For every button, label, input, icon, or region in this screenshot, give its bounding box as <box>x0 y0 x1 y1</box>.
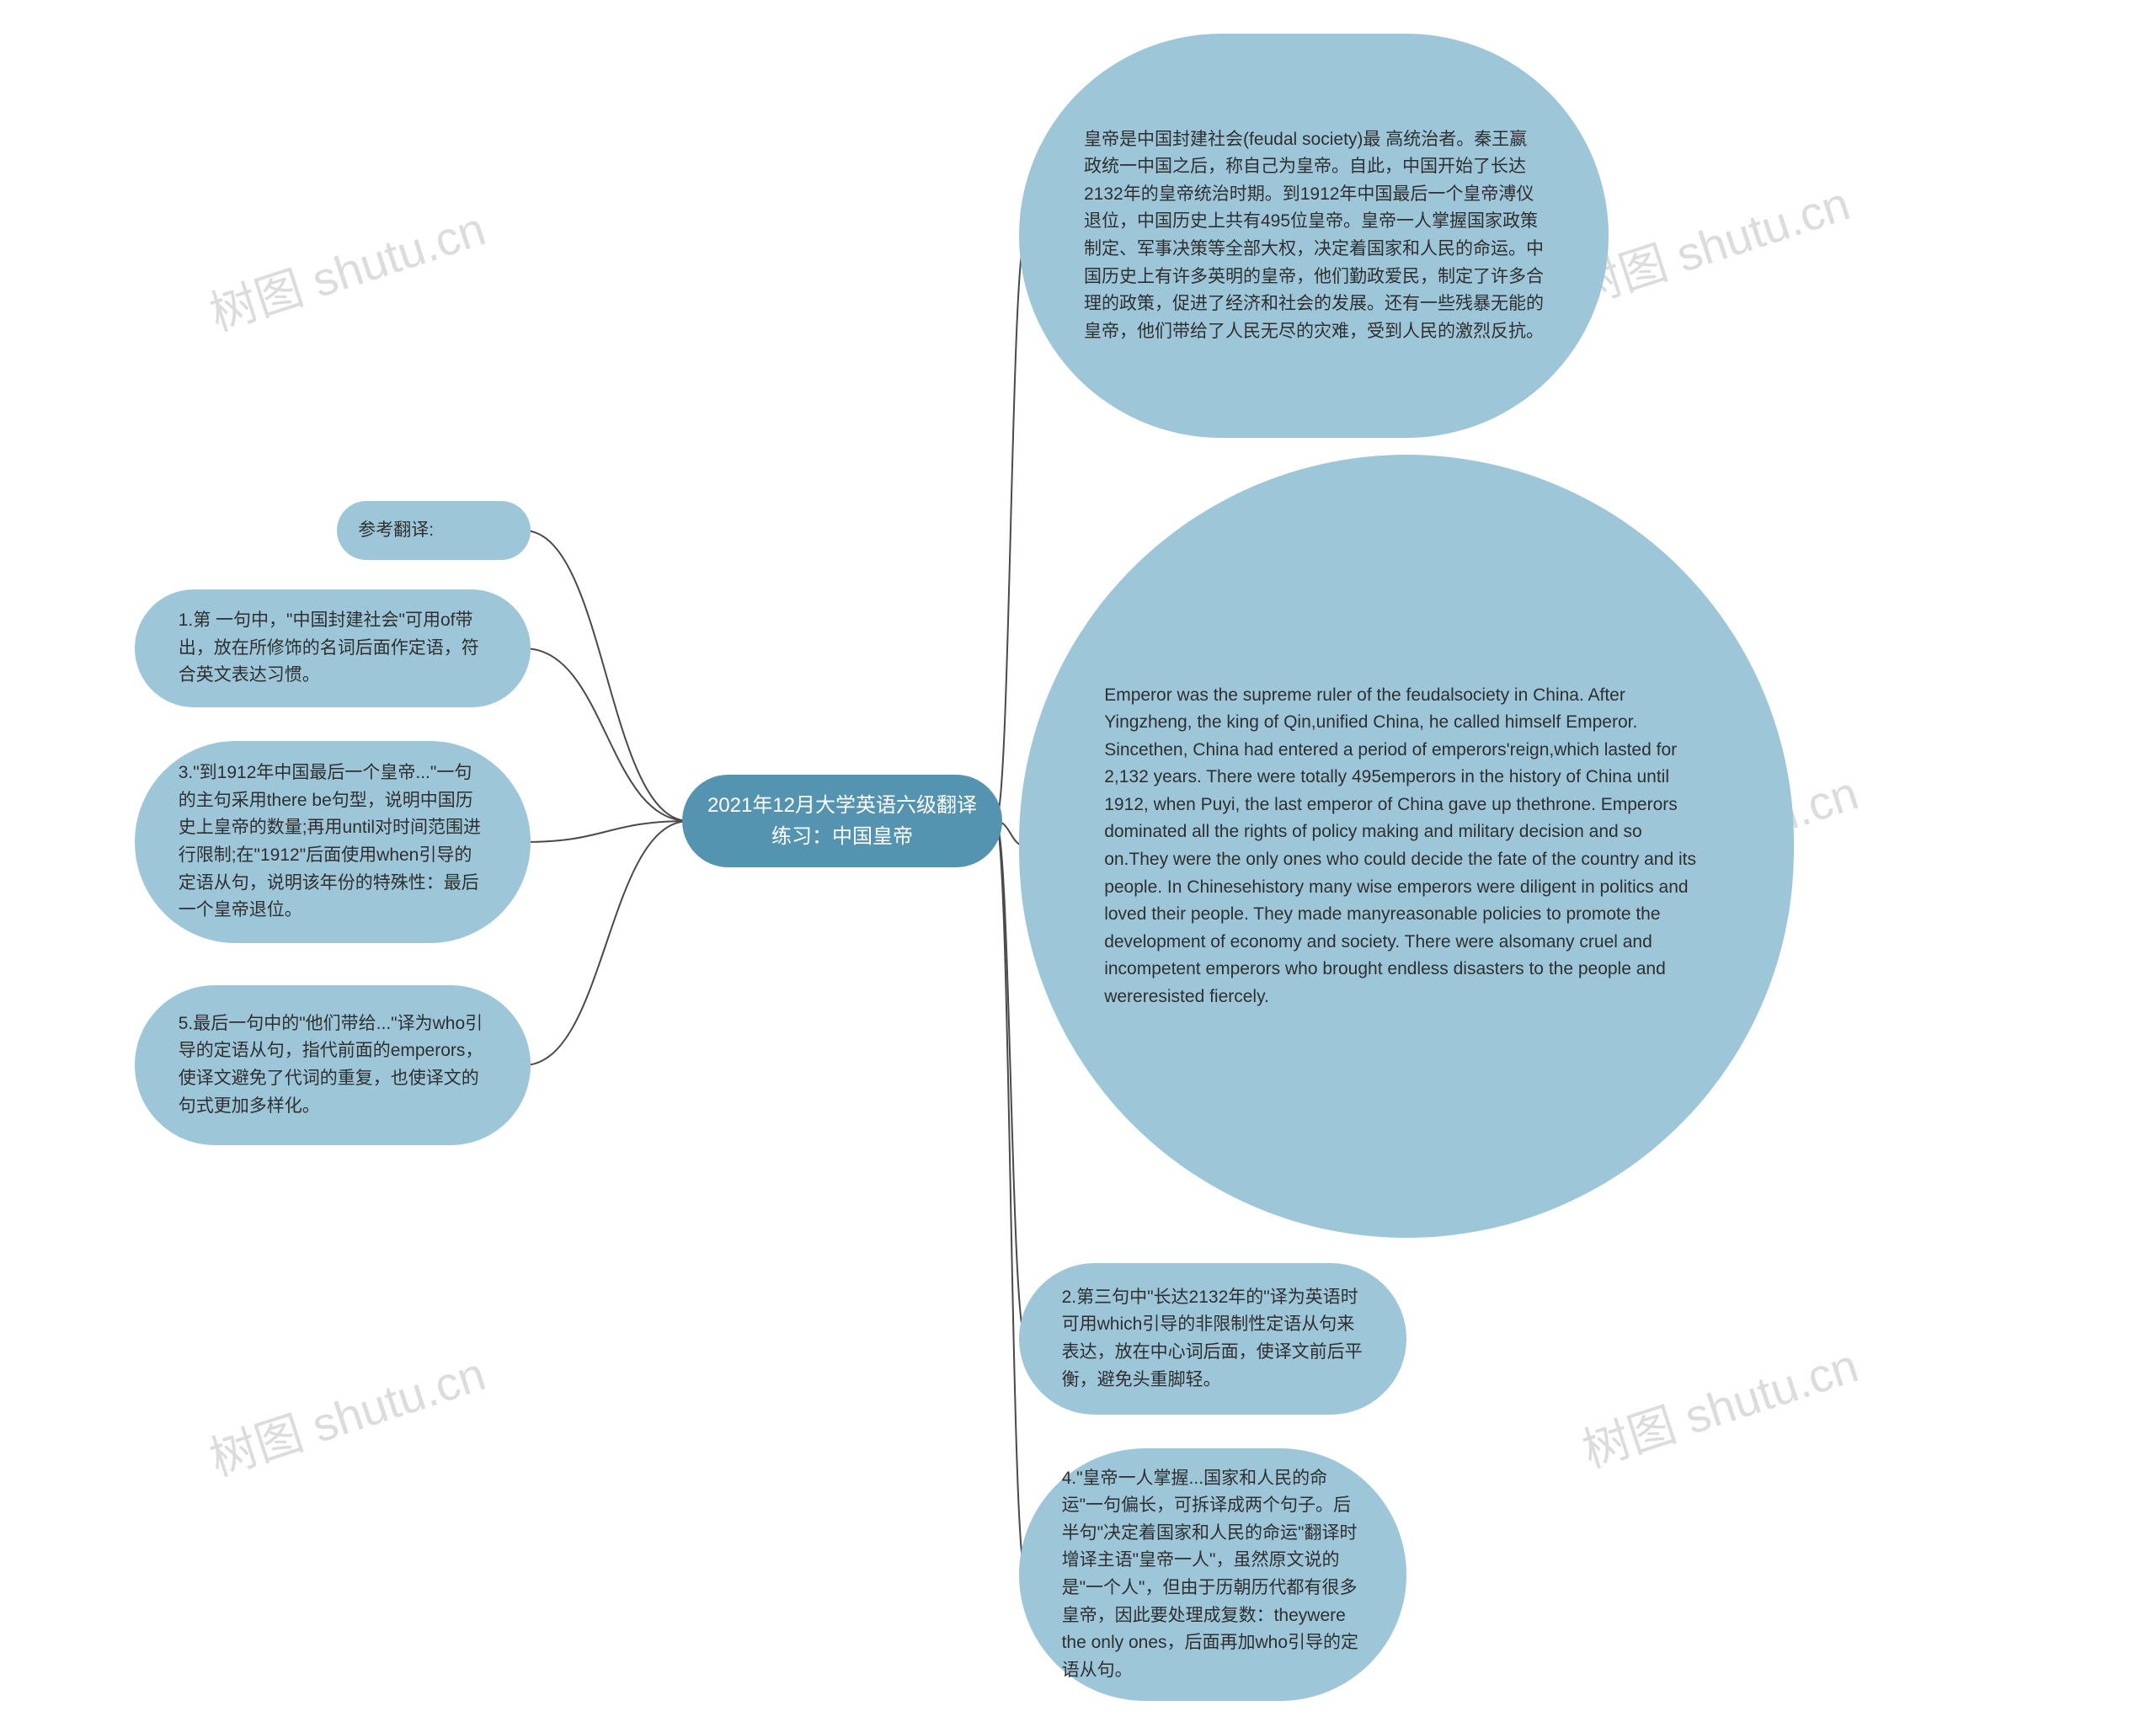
branch-node-n1[interactable]: 皇帝是中国封建社会(feudal society)最 高统治者。秦王嬴政统一中国… <box>1019 34 1609 438</box>
branch-node-text: 3."到1912年中国最后一个皇帝..."一句的主句采用there be句型，说… <box>179 760 488 924</box>
branch-node-n2[interactable]: Emperor was the supreme ruler of the feu… <box>1019 455 1794 1238</box>
watermark: 树图 shutu.cn <box>200 191 493 344</box>
branch-node-n4[interactable]: 4."皇帝一人掌握...国家和人民的命运"一句偏长，可拆译成两个句子。后半句"决… <box>1019 1448 1406 1701</box>
watermark: 树图 shutu.cn <box>200 1336 493 1490</box>
center-node-label: 2021年12月大学英语六级翻译练习：中国皇帝 <box>705 790 980 852</box>
branch-node-n8[interactable]: 5.最后一句中的"他们带给..."译为who引导的定语从句，指代前面的emper… <box>135 985 531 1145</box>
branch-node-text: 4."皇帝一人掌握...国家和人民的命运"一句偏长，可拆译成两个句子。后半句"决… <box>1062 1465 1364 1684</box>
branch-node-text: Emperor was the supreme ruler of the feu… <box>1104 682 1709 1011</box>
branch-node-text: 5.最后一句中的"他们带给..."译为who引导的定语从句，指代前面的emper… <box>179 1010 488 1120</box>
branch-node-n6[interactable]: 1.第 一句中，"中国封建社会"可用of带出，放在所修饰的名词后面作定语，符合英… <box>135 589 531 707</box>
branch-node-n5[interactable]: 参考翻译: <box>337 501 531 560</box>
branch-node-text: 参考翻译: <box>358 517 509 545</box>
center-node[interactable]: 2021年12月大学英语六级翻译练习：中国皇帝 <box>682 775 1002 867</box>
watermark: 树图 shutu.cn <box>1572 1328 1865 1481</box>
branch-node-text: 1.第 一句中，"中国封建社会"可用of带出，放在所修饰的名词后面作定语，符合英… <box>179 607 488 690</box>
branch-node-text: 2.第三句中"长达2132年的"译为英语时可用which引导的非限制性定语从句来… <box>1062 1284 1364 1394</box>
branch-node-text: 皇帝是中国封建社会(feudal society)最 高统治者。秦王嬴政统一中国… <box>1084 126 1544 345</box>
branch-node-n7[interactable]: 3."到1912年中国最后一个皇帝..."一句的主句采用there be句型，说… <box>135 741 531 943</box>
branch-node-n3[interactable]: 2.第三句中"长达2132年的"译为英语时可用which引导的非限制性定语从句来… <box>1019 1263 1406 1415</box>
